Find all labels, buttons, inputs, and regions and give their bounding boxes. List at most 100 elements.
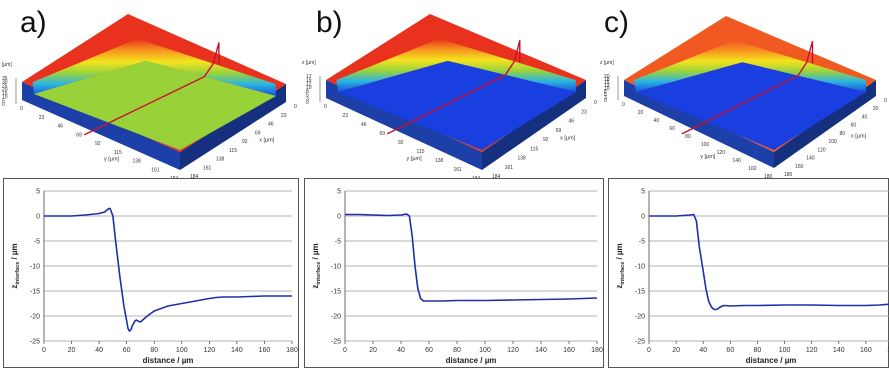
surface-map-a: z [µm]3530252015105002346699211513816118…: [0, 14, 297, 178]
x-tick-label: 120: [507, 347, 519, 354]
y-tick-label: 92: [95, 141, 101, 147]
y-axis-label: zinterface / µm: [10, 243, 21, 288]
z-tick-label: 8: [306, 89, 309, 95]
x-tick-label: 92: [543, 137, 549, 143]
y-tick-label: -25: [635, 339, 645, 346]
z-tick-label: 3: [604, 95, 607, 101]
y-tick-label: 40: [654, 118, 660, 124]
x-tick-label: 180: [784, 172, 793, 178]
surface-wall: [336, 38, 576, 92]
x-tick-label: 40: [699, 347, 707, 354]
x-axis-label: distance / µm: [446, 356, 497, 365]
y-tick-label: 161: [151, 167, 160, 173]
y-tick-label: 138: [133, 159, 142, 165]
z-tick-label: 12: [306, 81, 312, 87]
profile-series-line: [649, 213, 889, 311]
surface-side-right: [180, 84, 286, 170]
x-tick-label: 0: [647, 347, 651, 354]
profile-plot-frame-a: 5 0 -5 -10 -15 -20 -25 0 20 40 60 80 100 120 140 160 180…: [3, 178, 299, 368]
x-tick-label: 100: [779, 347, 791, 354]
y-axis-label: y [µm]: [407, 156, 423, 162]
x-tick-label: 46: [569, 119, 575, 125]
y-tick-label: -10: [30, 264, 40, 271]
z-tick-label: 20: [2, 87, 8, 93]
x-tick-label: 80: [453, 347, 461, 354]
z-tick-label: 10: [306, 85, 312, 91]
y-tick-label: 184: [472, 176, 481, 178]
y-tick-label: 184: [170, 176, 179, 178]
y-tick-label: 23: [343, 113, 349, 119]
x-tick-label: 40: [397, 347, 405, 354]
x-tick-label: 140: [535, 347, 547, 354]
z-tick-label: 15: [2, 91, 8, 97]
z-tick-label: 0: [2, 102, 5, 108]
surface-wall: [32, 38, 276, 96]
x-tick-label: 20: [68, 347, 76, 354]
y-tick-label: 0: [20, 106, 23, 112]
y-tick-label: -5: [639, 239, 645, 246]
x-tick-label: 140: [231, 347, 243, 354]
x-tick-label: 60: [123, 347, 131, 354]
surface-floor: [34, 60, 276, 150]
x-tick-label: 120: [817, 147, 826, 153]
x-tick-label: 20: [873, 106, 879, 112]
z-tick-label: 25: [2, 83, 8, 89]
x-tick-label: 100: [828, 139, 837, 145]
surface-side-right: [774, 80, 876, 168]
y-tick-label: 0: [337, 214, 341, 221]
z-tick-label: 18: [604, 77, 610, 83]
y-tick-label: 5: [641, 189, 645, 196]
x-tick-label: 180: [591, 347, 603, 354]
profile-plot-a: 50-5-10-15-20-250 20 40 60 80 100 120 140 160 180…: [10, 189, 298, 366]
y-tick-label: 180: [764, 174, 773, 178]
panel-label-a: a): [20, 6, 47, 39]
x-tick-label: 115: [530, 146, 538, 152]
z-axis-label: z [µm]: [600, 60, 614, 66]
z-tick-label: 15: [306, 78, 312, 84]
x-axis-label: distance / µm: [143, 356, 194, 365]
x-tick-label: 120: [203, 347, 215, 354]
x-axis-label: distance / µm: [746, 356, 797, 365]
y-tick-label: 23: [39, 115, 45, 121]
x-tick-label: 92: [242, 139, 248, 145]
x-tick-label: 40: [862, 114, 868, 120]
profile-plot-c: 50-5-10-15-20-25020406080100120140160180…: [615, 189, 889, 365]
x-tick-label: 184: [190, 174, 199, 178]
y-tick-label: 5: [337, 189, 341, 196]
x-tick-label: 160: [563, 347, 575, 354]
x-tick-label: 160: [795, 164, 804, 170]
profile-series-line: [44, 207, 292, 332]
z-tick-label: 17: [306, 74, 312, 80]
y-tick-label: 69: [76, 132, 82, 138]
y-tick-label: 160: [748, 166, 757, 172]
x-tick-label: 184: [492, 174, 501, 178]
profile-series-line: [345, 213, 598, 302]
surface-map-b: z [µm]171512108530023466992115138161184y…: [302, 14, 597, 178]
surface-side-right: [482, 80, 586, 170]
y-tick-label: -5: [34, 239, 40, 246]
x-tick-label: 60: [851, 123, 857, 129]
y-tick-label: 0: [324, 104, 327, 110]
y-tick-label: -25: [331, 339, 341, 346]
y-tick-label: -20: [635, 314, 645, 321]
y-tick-label: -10: [331, 264, 341, 271]
y-tick-label: 100: [701, 142, 710, 148]
x-tick-label: 23: [581, 109, 587, 115]
x-tick-label: 115: [229, 148, 237, 154]
y-tick-label: 60: [669, 126, 675, 132]
x-tick-label: 20: [369, 347, 377, 354]
z-tick-label: 5: [306, 93, 309, 99]
x-axis-label: x [µm]: [560, 135, 576, 141]
y-tick-label: -10: [635, 264, 645, 271]
y-tick-label: 0: [641, 214, 645, 221]
x-tick-label: 160: [259, 347, 271, 354]
x-tick-label: 0: [294, 104, 297, 110]
x-tick-label: 140: [833, 347, 845, 354]
surface-floor: [636, 62, 866, 151]
y-tick-label: -15: [635, 289, 645, 296]
profile-path-line: [681, 41, 814, 135]
z-tick-label: 15: [604, 80, 610, 86]
y-tick-label: -15: [331, 289, 341, 296]
x-tick-label: 0: [594, 100, 597, 106]
x-tick-label: 180: [887, 347, 889, 354]
